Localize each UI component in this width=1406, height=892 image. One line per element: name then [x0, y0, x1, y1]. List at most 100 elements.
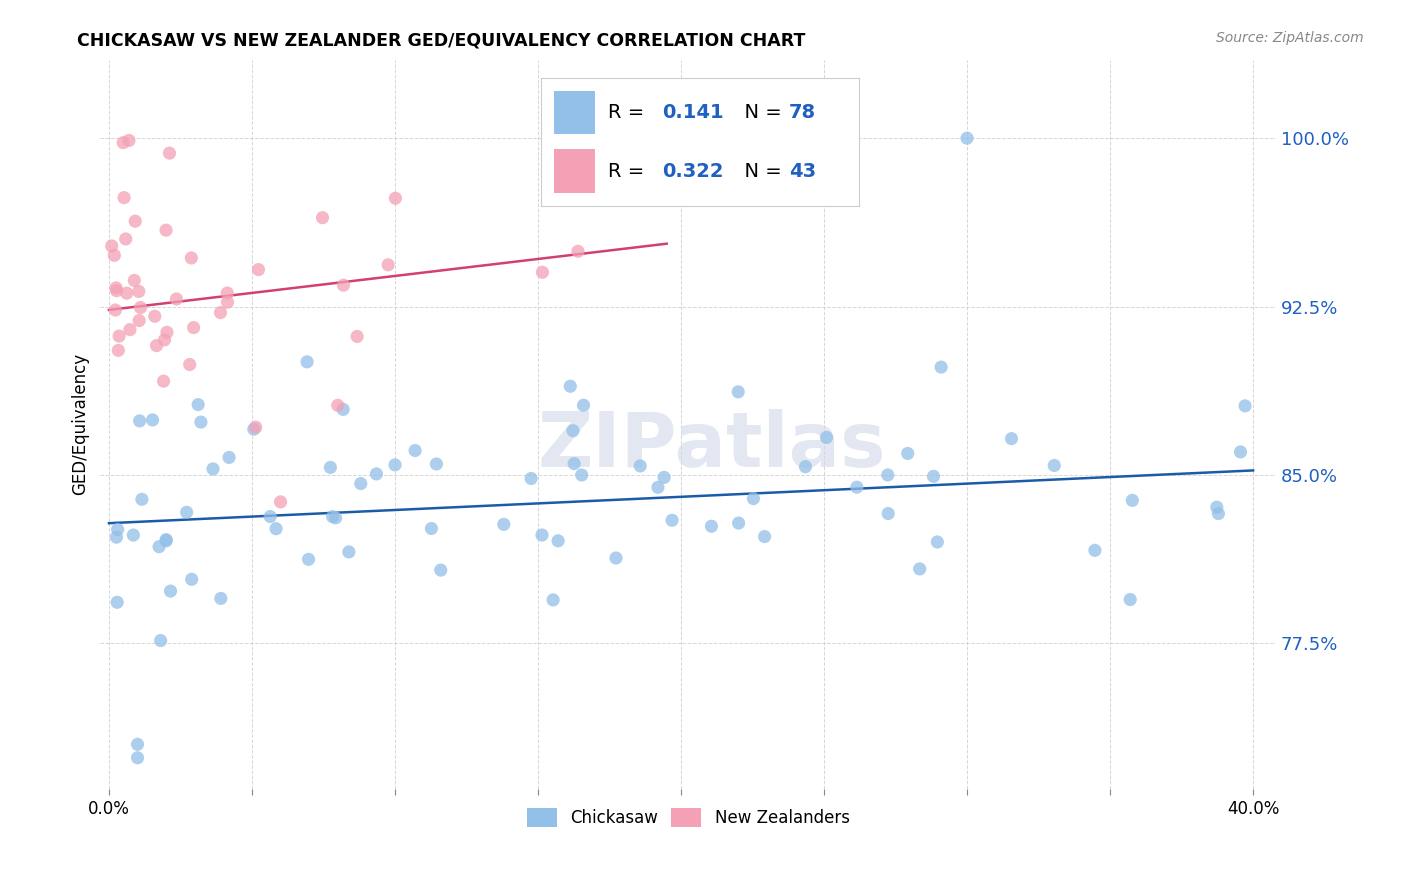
- Point: [377, 258, 399, 272]
- Point: [127, 751, 149, 765]
- Point: [180, 572, 202, 586]
- Point: [114, 232, 136, 246]
- Point: [605, 551, 627, 566]
- Point: [155, 533, 177, 547]
- Point: [929, 360, 952, 375]
- Text: CHICKASAW VS NEW ZEALANDER GED/EQUIVALENCY CORRELATION CHART: CHICKASAW VS NEW ZEALANDER GED/EQUIVALEN…: [77, 31, 806, 49]
- Point: [264, 522, 287, 536]
- Point: [128, 285, 150, 299]
- Point: [124, 273, 146, 287]
- Point: [350, 476, 373, 491]
- Point: [105, 281, 128, 295]
- Point: [270, 495, 292, 509]
- Point: [319, 460, 342, 475]
- Point: [247, 262, 270, 277]
- Point: [1084, 543, 1107, 558]
- Point: [122, 528, 145, 542]
- Point: [366, 467, 388, 481]
- Point: [105, 530, 128, 544]
- Point: [190, 415, 212, 429]
- Point: [628, 458, 651, 473]
- Point: [217, 295, 239, 310]
- Point: [218, 450, 240, 465]
- Point: [201, 462, 224, 476]
- Text: ZIPatlas: ZIPatlas: [537, 409, 886, 483]
- Point: [104, 303, 127, 318]
- Point: [897, 446, 920, 460]
- Point: [1208, 507, 1230, 521]
- Point: [337, 545, 360, 559]
- Point: [141, 413, 163, 427]
- Point: [129, 301, 152, 315]
- Point: [876, 467, 898, 482]
- Point: [245, 420, 267, 434]
- Point: [661, 513, 683, 527]
- Point: [325, 511, 347, 525]
- Point: [547, 533, 569, 548]
- Point: [127, 737, 149, 751]
- Point: [346, 329, 368, 343]
- Point: [742, 491, 765, 506]
- Point: [520, 471, 543, 485]
- Point: [815, 430, 838, 444]
- Point: [1119, 592, 1142, 607]
- Point: [420, 521, 443, 535]
- Point: [562, 424, 585, 438]
- Point: [159, 146, 181, 161]
- Point: [571, 468, 593, 483]
- Point: [107, 343, 129, 358]
- Point: [322, 509, 344, 524]
- Point: [384, 458, 406, 472]
- Point: [567, 244, 589, 259]
- Point: [107, 523, 129, 537]
- Point: [259, 509, 281, 524]
- Point: [148, 540, 170, 554]
- Point: [794, 459, 817, 474]
- Point: [541, 593, 564, 607]
- Point: [425, 457, 447, 471]
- Point: [131, 492, 153, 507]
- Point: [128, 414, 150, 428]
- Point: [560, 379, 582, 393]
- Point: [1043, 458, 1066, 473]
- Point: [429, 563, 451, 577]
- Point: [209, 305, 232, 319]
- Point: [1000, 432, 1022, 446]
- Point: [700, 519, 723, 533]
- Text: Source: ZipAtlas.com: Source: ZipAtlas.com: [1216, 31, 1364, 45]
- Point: [572, 398, 595, 412]
- Point: [103, 248, 125, 262]
- Point: [727, 384, 749, 399]
- Point: [115, 286, 138, 301]
- Point: [922, 469, 945, 483]
- Point: [112, 136, 135, 150]
- Point: [145, 338, 167, 352]
- Point: [297, 552, 319, 566]
- Point: [384, 191, 406, 205]
- Point: [176, 505, 198, 519]
- Point: [845, 480, 868, 494]
- Point: [531, 265, 554, 279]
- Point: [530, 528, 553, 542]
- Point: [295, 355, 318, 369]
- Point: [118, 323, 141, 337]
- Y-axis label: GED/Equivalency: GED/Equivalency: [72, 353, 89, 495]
- Point: [143, 310, 166, 324]
- Point: [149, 633, 172, 648]
- Point: [152, 374, 174, 388]
- Point: [217, 286, 239, 301]
- Point: [727, 516, 749, 530]
- Point: [243, 422, 266, 436]
- Point: [562, 457, 585, 471]
- Point: [105, 284, 128, 298]
- Point: [155, 223, 177, 237]
- Point: [153, 333, 176, 347]
- Point: [124, 214, 146, 228]
- Point: [159, 584, 181, 599]
- Point: [908, 562, 931, 576]
- Point: [754, 530, 776, 544]
- Point: [179, 358, 201, 372]
- Point: [492, 517, 515, 532]
- Point: [100, 239, 122, 253]
- Point: [105, 595, 128, 609]
